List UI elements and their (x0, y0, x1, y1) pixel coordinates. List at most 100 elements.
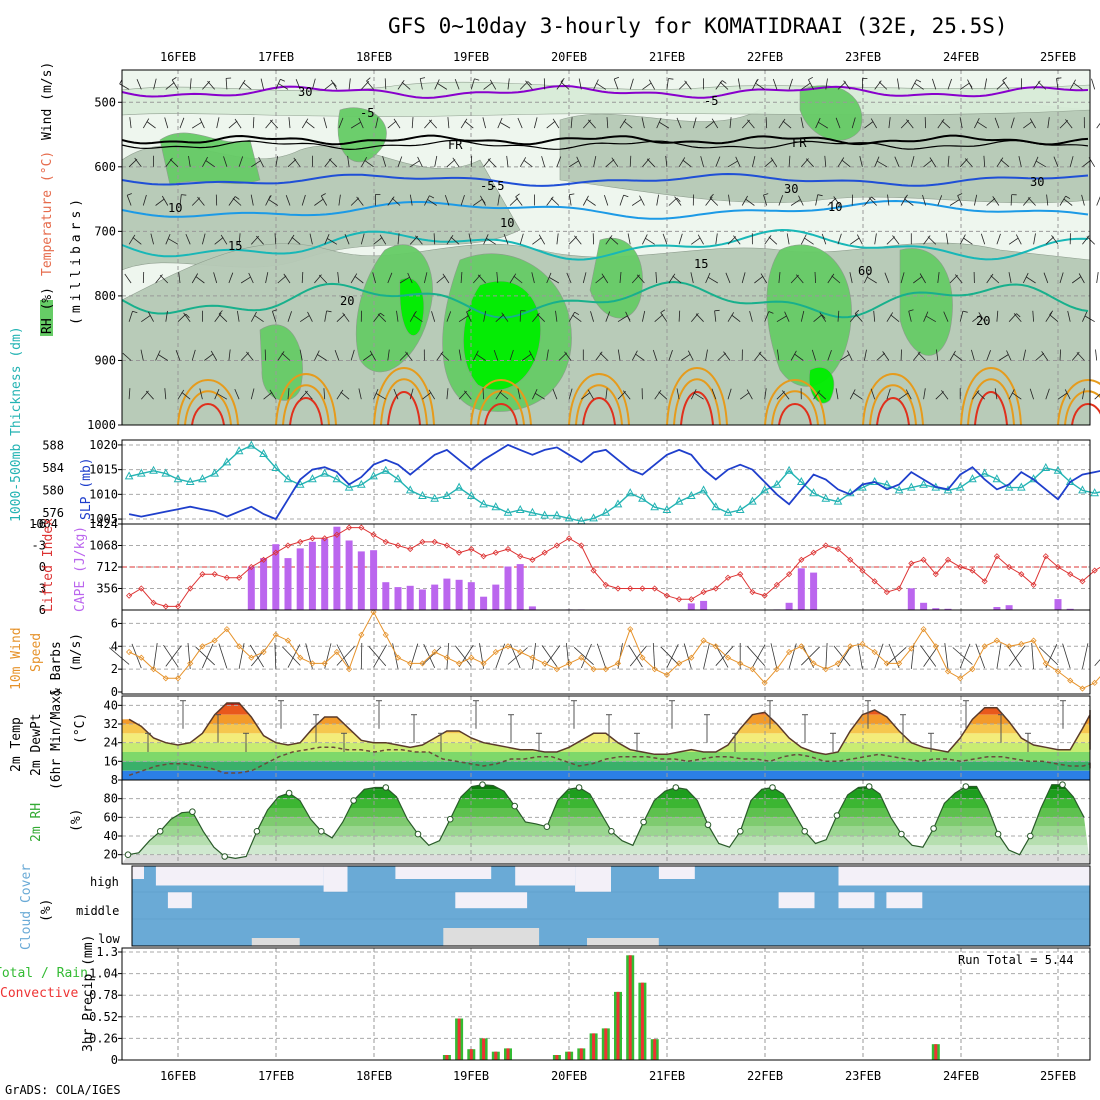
wind-barb-flag (366, 77, 371, 82)
wind-barb (1018, 156, 1022, 167)
contour-label: 30 (298, 85, 312, 99)
wind-barb (486, 238, 497, 245)
wind-speed-point (798, 643, 805, 650)
wind-barb (497, 117, 503, 129)
wind-barb (295, 79, 301, 90)
wind-barb (652, 349, 658, 361)
wind-barb (808, 79, 814, 90)
wind-barb (171, 79, 179, 90)
wind-barb (304, 390, 313, 400)
wind-barb-flag (280, 78, 285, 82)
wind-barb (794, 353, 804, 361)
wind-barb (705, 120, 715, 129)
wind-axis-label: Wind (m/s) (40, 62, 55, 140)
slp-line (128, 443, 1100, 521)
wind-barb (141, 315, 151, 323)
wind-barb (1008, 389, 1015, 400)
wind-barb (994, 388, 998, 400)
cloud-clear-cell (575, 866, 611, 892)
slp-tick-label: 1005 (89, 512, 118, 526)
wind-barb (159, 274, 169, 284)
thickness-point (748, 496, 757, 505)
surface-wind-barb (660, 646, 680, 666)
surface-warm-contour (470, 379, 532, 426)
surface-wind-barb (629, 645, 647, 667)
wind-barb (258, 156, 264, 167)
rh-point (833, 812, 841, 819)
slp-tick-label: 1020 (89, 438, 118, 452)
wind-barb (739, 392, 750, 400)
wind-barb (986, 350, 991, 361)
thickness-tick-label: 576 (42, 506, 64, 520)
thickness-point (833, 496, 843, 505)
wind-barb (731, 314, 741, 323)
surface-warm-contour (184, 390, 232, 426)
thickness-point (479, 499, 488, 508)
top-date-label: 22FEB (747, 50, 783, 64)
wind-barb (434, 155, 438, 167)
wind-barb (473, 198, 483, 206)
wind-barb (788, 78, 793, 90)
wind-barb (935, 391, 944, 400)
wind-barb (735, 156, 741, 167)
wind-barb (225, 78, 228, 90)
wind-barb (1071, 276, 1082, 284)
wind-speed-point (859, 640, 866, 648)
wind-barb (397, 79, 405, 90)
rh-point (382, 784, 390, 791)
surface-wind-barb (747, 646, 765, 666)
wind-barb (360, 157, 368, 167)
surface-warm-contour (484, 403, 518, 426)
lifted-index-point (993, 553, 1000, 560)
thickness-point (369, 471, 378, 480)
wind-barb-flag (854, 309, 860, 314)
thickness-point (234, 446, 244, 455)
wind-barb (642, 82, 652, 90)
wind-barb-flag (515, 193, 520, 198)
wind-barb (1047, 117, 1050, 129)
wind-barb (727, 236, 737, 245)
wind-barb (1033, 233, 1036, 245)
wind-barb (586, 198, 596, 206)
lifted-index-point (394, 542, 402, 549)
wind-barb (853, 392, 863, 400)
wind-speed-point (908, 645, 915, 652)
surface-wind-barb (218, 643, 228, 669)
wind-barb (458, 349, 462, 361)
wind-barb (129, 117, 132, 129)
lifted-index-axis-label: Lifted Index (41, 518, 56, 612)
wind-barb (752, 156, 756, 167)
surface-wind-barb (454, 645, 472, 667)
wind-barb (148, 311, 154, 322)
surface-wind-barb (360, 642, 363, 670)
wind-barb-flag (234, 196, 240, 200)
wind-barb (401, 81, 411, 90)
surface-wind-barb (666, 644, 679, 668)
cape-bar (296, 548, 304, 610)
wind-barb (714, 310, 717, 322)
thickness-point (870, 476, 880, 485)
wind-barb (340, 391, 350, 400)
wind-barb (929, 157, 937, 168)
lifted-index-point (138, 585, 145, 592)
cape-bar (443, 578, 451, 610)
wind-barb (1041, 351, 1049, 361)
wind-speed-point (932, 643, 939, 650)
wind-barb (413, 314, 423, 323)
wind-barb (847, 350, 853, 361)
wind-barb (373, 388, 379, 400)
wind-barb (477, 274, 486, 284)
lifted-tick-label: 0 (39, 560, 46, 574)
wind-barb (546, 196, 554, 206)
wind-speed-point (651, 666, 658, 673)
wind-barb (153, 78, 157, 90)
wind-barb-flag (429, 195, 435, 199)
thickness-point (271, 462, 281, 471)
wind-barb (690, 272, 694, 284)
thickness-point (222, 457, 232, 466)
wind-barb (476, 353, 486, 361)
pressure-tick-label: 900 (94, 353, 116, 367)
surface-wind-barb (715, 646, 734, 666)
wind-barb (350, 349, 355, 361)
wind-barb (937, 272, 940, 284)
